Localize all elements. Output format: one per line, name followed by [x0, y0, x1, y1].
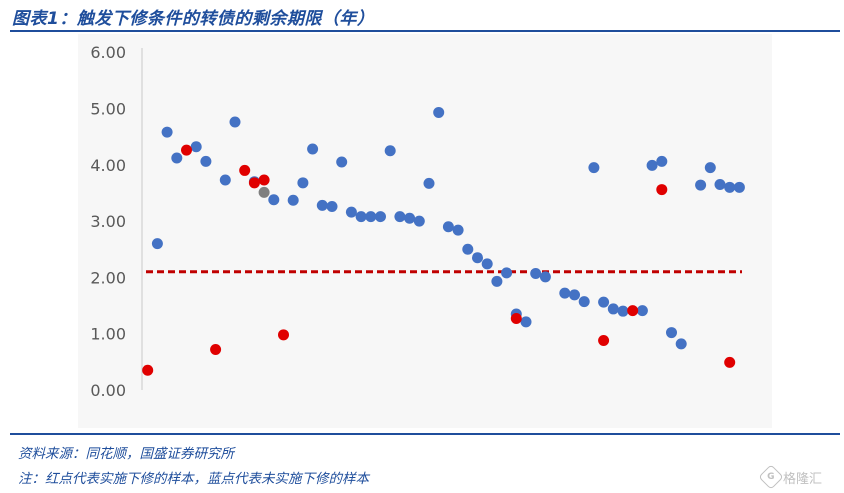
data-point: [704, 162, 716, 174]
data-point: [384, 145, 396, 157]
data-point: [307, 143, 319, 155]
data-point: [578, 296, 590, 308]
data-point: [404, 212, 416, 224]
data-point: [142, 364, 154, 376]
data-point: [520, 316, 532, 328]
data-point: [433, 106, 445, 118]
data-point: [413, 215, 425, 227]
data-point: [394, 211, 406, 223]
title-divider: [10, 30, 840, 32]
watermark-logo-icon: G: [758, 464, 784, 490]
data-point: [617, 305, 629, 317]
data-point: [239, 164, 251, 176]
data-point: [336, 156, 348, 168]
data-point: [248, 177, 260, 189]
data-point: [423, 177, 435, 189]
data-point: [733, 181, 745, 193]
source-note: 资料来源：同花顺，国盛证券研究所: [18, 446, 234, 462]
y-tick-label: 1.00: [90, 325, 126, 344]
data-point: [559, 287, 571, 299]
data-point: [462, 243, 474, 255]
data-point: [365, 211, 377, 223]
data-point: [627, 305, 639, 317]
data-point: [258, 186, 270, 198]
data-point: [190, 141, 202, 153]
data-point: [229, 116, 241, 128]
data-point: [355, 211, 367, 223]
data-point: [569, 289, 580, 301]
data-point: [161, 126, 173, 138]
data-point: [724, 181, 736, 193]
data-point: [258, 174, 270, 186]
data-point: [326, 200, 338, 212]
data-point: [181, 144, 192, 156]
data-point: [375, 211, 386, 223]
data-point: [607, 303, 619, 315]
data-point: [219, 174, 231, 186]
data-point: [675, 338, 687, 350]
data-point: [646, 159, 658, 171]
data-point: [278, 329, 289, 341]
data-point: [151, 238, 163, 250]
data-point: [714, 179, 726, 191]
data-point: [656, 155, 668, 167]
data-point: [588, 162, 600, 174]
data-point: [724, 356, 736, 368]
y-tick-label: 0.00: [90, 381, 126, 400]
data-point: [510, 312, 522, 324]
data-point: [491, 275, 503, 287]
chart-title: 图表1：触发下修条件的转债的剩余期限（年）: [12, 9, 375, 29]
data-point: [636, 305, 648, 317]
plot-background: [78, 34, 772, 428]
y-tick-label: 2.00: [90, 268, 126, 287]
y-tick-label: 4.00: [90, 156, 126, 175]
data-point: [501, 267, 513, 279]
data-point: [530, 267, 542, 279]
data-point: [200, 155, 212, 167]
data-point: [666, 327, 677, 339]
y-tick-label: 3.00: [90, 212, 126, 231]
data-point: [695, 179, 707, 191]
data-point: [287, 194, 299, 206]
watermark: G 格隆汇: [758, 464, 838, 490]
data-point: [598, 296, 610, 308]
data-point: [472, 252, 483, 264]
data-point: [539, 271, 551, 283]
data-point: [345, 206, 357, 218]
data-point: [442, 221, 454, 233]
data-point: [481, 258, 493, 270]
footer-divider: [10, 433, 840, 435]
data-point: [598, 334, 610, 346]
data-point: [656, 184, 668, 196]
y-tick-label: 5.00: [90, 100, 126, 119]
data-point: [452, 224, 464, 236]
data-point: [210, 343, 222, 355]
data-point: [171, 152, 183, 164]
data-point: [316, 199, 328, 211]
watermark-text: 格隆汇: [783, 471, 823, 487]
y-tick-label: 6.00: [90, 43, 126, 62]
data-point: [297, 177, 309, 189]
data-point: [268, 194, 280, 206]
legend-note: 注：红点代表实施下修的样本，蓝点代表未实施下修的样本: [18, 471, 369, 487]
